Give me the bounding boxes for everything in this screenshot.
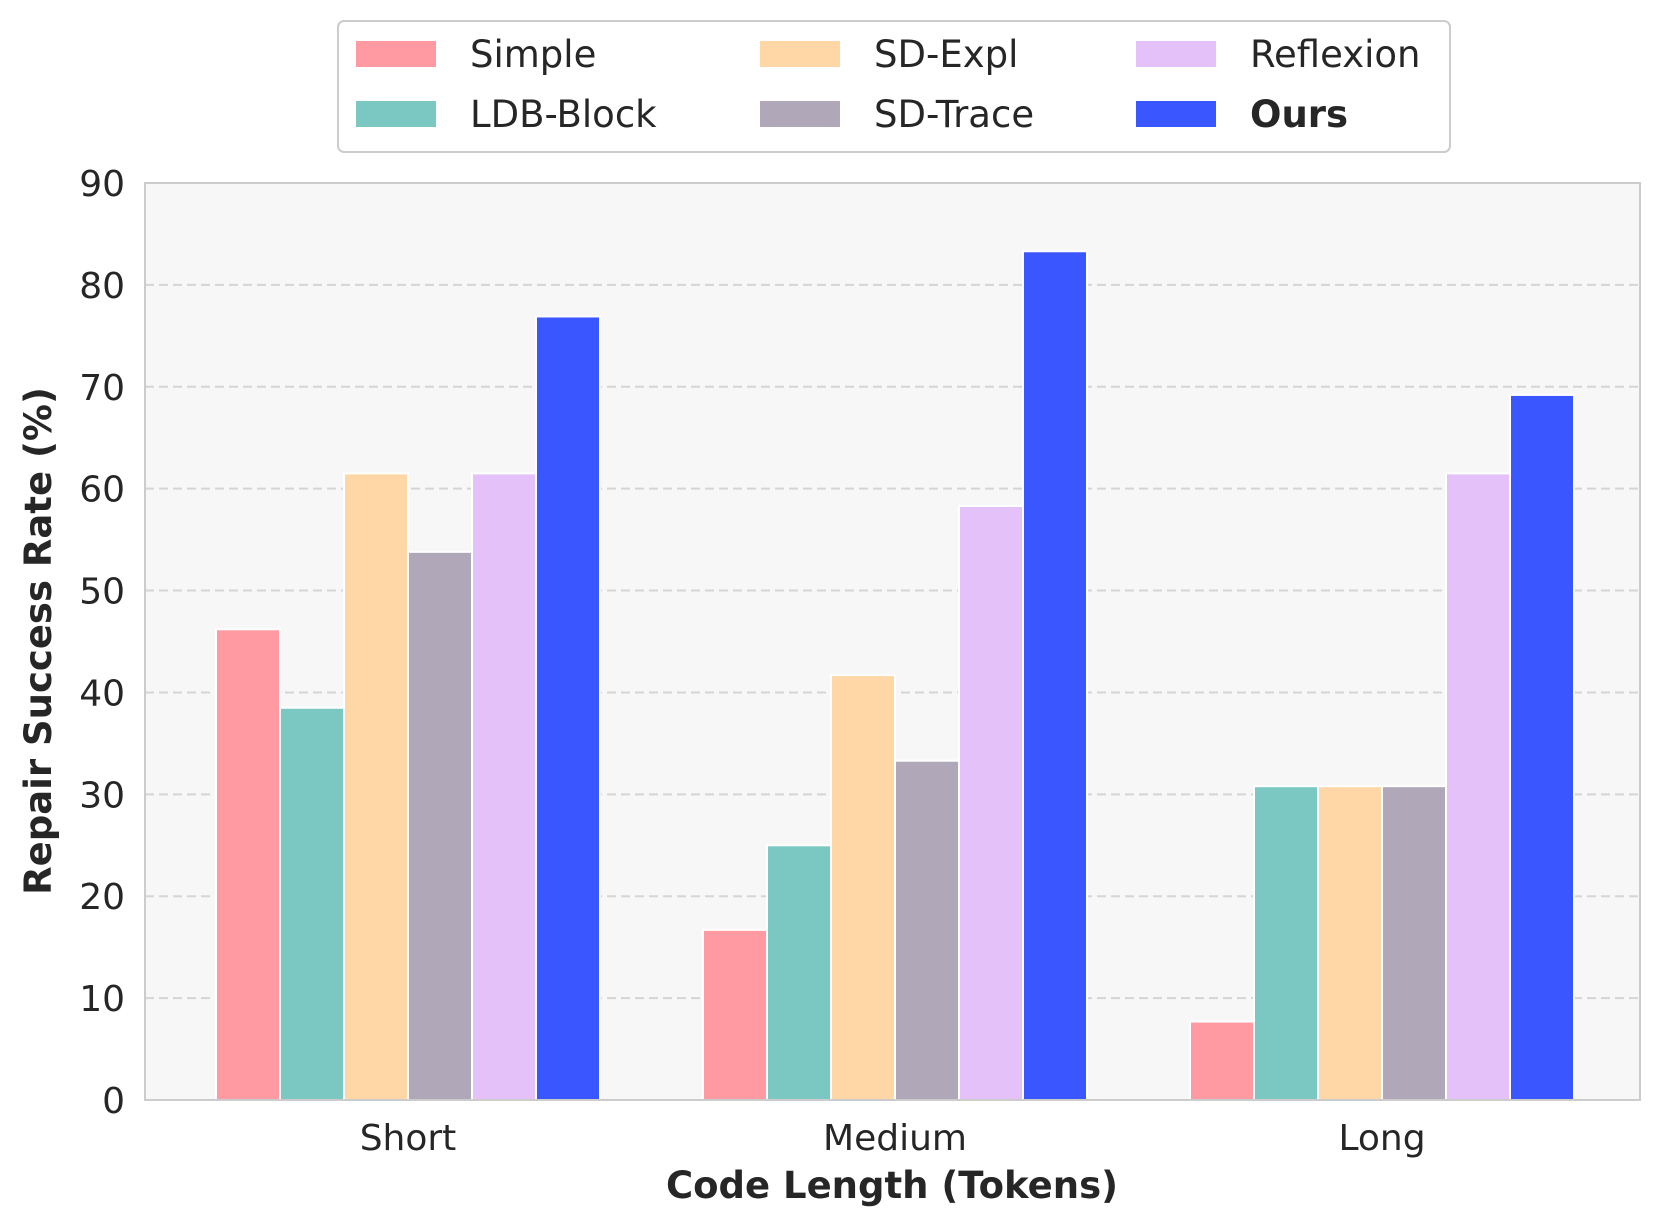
x-axis-title: Code Length (Tokens) bbox=[666, 1164, 1118, 1207]
y-tick-label-80: 80 bbox=[79, 266, 125, 307]
y-tick-label-20: 20 bbox=[79, 877, 125, 918]
bar-long-ours bbox=[1509, 393, 1575, 1101]
bar-short-ldb-block bbox=[279, 706, 345, 1101]
legend-swatch-ldb-block bbox=[356, 101, 436, 127]
y-tick-label-60: 60 bbox=[79, 470, 125, 511]
legend: Simple LDB-Block SD-Expl SD-Trace Reflexion O… bbox=[337, 20, 1451, 153]
legend-label-sd-trace: SD-Trace bbox=[874, 93, 1034, 136]
y-tick-label-40: 40 bbox=[79, 673, 125, 714]
bar-short-reflexion bbox=[471, 472, 537, 1101]
y-tick-label-90: 90 bbox=[79, 164, 125, 205]
y-tick-label-0: 0 bbox=[102, 1081, 125, 1122]
plot-frame bbox=[144, 182, 1641, 1101]
bar-short-ours bbox=[535, 315, 601, 1102]
legend-label-simple: Simple bbox=[470, 33, 596, 76]
legend-swatch-sd-trace bbox=[760, 101, 840, 127]
bar-short-sd-trace bbox=[407, 550, 473, 1101]
bar-medium-reflexion bbox=[958, 504, 1024, 1101]
bar-medium-ldb-block bbox=[766, 844, 832, 1101]
legend-swatch-ours bbox=[1136, 101, 1216, 127]
legend-label-ours: Ours bbox=[1250, 93, 1348, 136]
bar-long-simple bbox=[1189, 1020, 1255, 1101]
y-tick-label-70: 70 bbox=[79, 368, 125, 409]
y-tick-labels: 0 10 20 30 40 50 60 70 80 90 bbox=[79, 164, 125, 1122]
legend-swatch-sd-expl bbox=[760, 41, 840, 67]
bar-medium-ours bbox=[1022, 250, 1088, 1101]
bar-medium-sd-trace bbox=[894, 759, 960, 1102]
legend-label-reflexion: Reflexion bbox=[1250, 33, 1421, 76]
legend-swatch-simple bbox=[356, 41, 436, 67]
y-axis-title: Repair Success Rate (%) bbox=[17, 387, 60, 895]
legend-swatch-reflexion bbox=[1136, 41, 1216, 67]
x-tick-label-medium: Medium bbox=[823, 1118, 967, 1159]
bar-long-sd-expl bbox=[1317, 785, 1383, 1102]
bar-short-simple bbox=[215, 628, 281, 1101]
legend-label-ldb-block: LDB-Block bbox=[470, 93, 657, 136]
y-tick-label-30: 30 bbox=[79, 775, 125, 816]
legend-label-sd-expl: SD-Expl bbox=[874, 33, 1018, 76]
bar-short-sd-expl bbox=[343, 472, 409, 1101]
bar-long-reflexion bbox=[1445, 472, 1511, 1101]
bar-long-ldb-block bbox=[1253, 785, 1319, 1102]
y-tick-label-10: 10 bbox=[79, 979, 125, 1020]
y-tick-label-50: 50 bbox=[79, 572, 125, 613]
bar-long-sd-trace bbox=[1381, 785, 1447, 1102]
x-tick-label-short: Short bbox=[360, 1118, 457, 1159]
bar-medium-sd-expl bbox=[830, 674, 896, 1102]
x-tick-label-long: Long bbox=[1338, 1118, 1425, 1159]
x-tick-labels: Short Medium Long bbox=[360, 1118, 1426, 1159]
bar-medium-simple bbox=[702, 928, 768, 1102]
